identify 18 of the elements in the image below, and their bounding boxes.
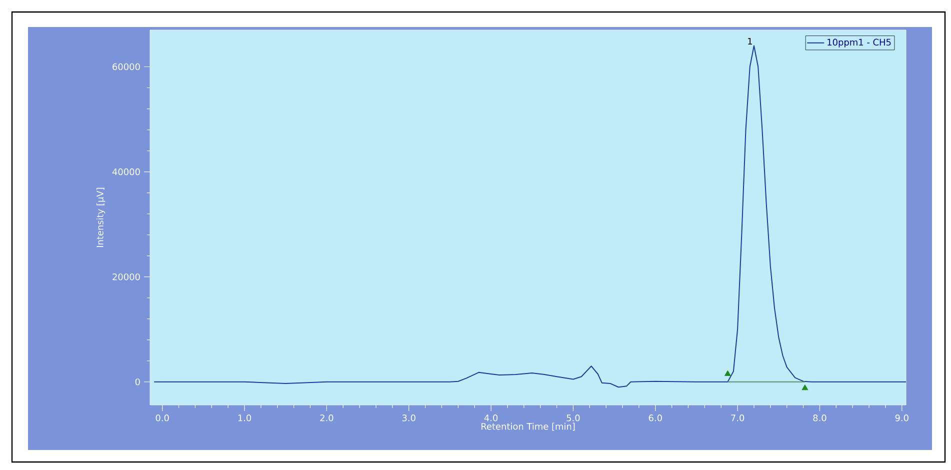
x-tick-label: 3.0 xyxy=(402,414,416,422)
x-tick-label: 0.0 xyxy=(156,414,169,422)
annotation: 1 xyxy=(748,38,752,45)
x-tick-label: 1.0 xyxy=(238,414,252,422)
x-tick-label: 5.0 xyxy=(566,414,580,422)
y-tick-label: 20000 xyxy=(112,273,140,280)
legend-label: 10ppm1 - CH5 xyxy=(828,38,891,48)
x-tick-label: 4.0 xyxy=(484,414,498,422)
x-tick-label: 2.0 xyxy=(320,414,334,422)
x-tick-label: 6.0 xyxy=(648,414,662,422)
x-tick-label: 7.0 xyxy=(731,414,744,422)
y-tick-label: 60000 xyxy=(112,63,140,70)
y-tick-label: 0 xyxy=(135,378,140,386)
y-axis-title: Intensity [µV] xyxy=(96,188,106,247)
x-axis-title: Retention Time [min] xyxy=(481,422,575,431)
y-tick-label: 40000 xyxy=(112,168,140,176)
x-tick-label: 8.0 xyxy=(813,414,826,422)
x-tick-label: 9.0 xyxy=(895,414,908,422)
